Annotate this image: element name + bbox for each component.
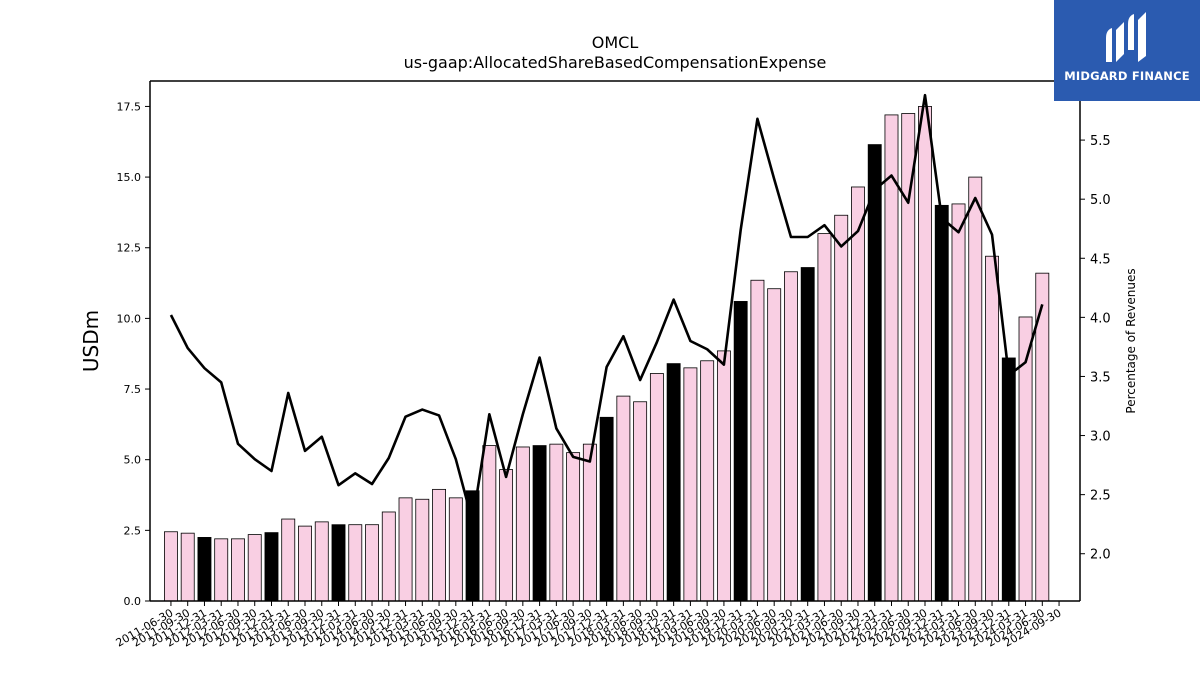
bar bbox=[666, 363, 681, 602]
bar bbox=[918, 106, 932, 602]
bar bbox=[884, 114, 899, 602]
chart-title: OMCL bbox=[592, 33, 639, 52]
y-tick-label: 17.5 bbox=[117, 100, 142, 113]
bar bbox=[633, 401, 648, 602]
bar bbox=[314, 521, 329, 602]
y-tick-label: 0.0 bbox=[124, 595, 142, 608]
bar bbox=[247, 534, 262, 602]
brand-name: MIDGARD FINANCE bbox=[1064, 69, 1190, 83]
bar bbox=[448, 497, 463, 602]
y2-tick-label: 5.0 bbox=[1090, 193, 1111, 208]
midgard-logo-icon bbox=[1106, 12, 1146, 62]
bar bbox=[951, 203, 966, 602]
bar bbox=[398, 497, 413, 602]
y-axis-label: USDm bbox=[79, 310, 103, 372]
bar bbox=[365, 524, 379, 602]
bar bbox=[716, 350, 731, 602]
y-tick-label: 12.5 bbox=[117, 242, 142, 255]
bar bbox=[700, 360, 715, 602]
y-tick-label: 2.5 bbox=[124, 524, 142, 537]
bar bbox=[968, 176, 983, 602]
y2-tick-label: 3.5 bbox=[1090, 370, 1111, 385]
bar bbox=[214, 538, 229, 602]
y2-tick-label: 4.5 bbox=[1090, 252, 1111, 267]
y2-tick-label: 4.0 bbox=[1090, 311, 1111, 326]
bars-layer bbox=[164, 106, 1050, 602]
bar bbox=[348, 524, 363, 602]
bar bbox=[599, 416, 614, 602]
y2-tick-label: 2.5 bbox=[1090, 489, 1111, 504]
bar bbox=[515, 446, 530, 602]
bar bbox=[582, 443, 597, 602]
bar bbox=[180, 532, 195, 602]
bar bbox=[549, 443, 564, 602]
bar bbox=[985, 255, 999, 602]
bar bbox=[817, 233, 832, 602]
axes-layer: 0.0 2.5 5.0 7.5 10.0 12.5 15.0 17.5 2.0 2.5 3.0 3.5… bbox=[114, 80, 1111, 650]
bar bbox=[482, 445, 497, 602]
bar bbox=[532, 445, 547, 602]
chart-subtitle: us-gaap:AllocatedShareBasedCompensationE… bbox=[404, 53, 827, 72]
bar bbox=[683, 367, 698, 602]
bar bbox=[800, 267, 815, 602]
bar bbox=[197, 537, 212, 602]
y-tick-label: 10.0 bbox=[117, 312, 142, 325]
bar bbox=[432, 488, 446, 602]
y2-tick-label: 2.0 bbox=[1090, 548, 1111, 563]
bar bbox=[331, 524, 346, 602]
bar bbox=[834, 214, 849, 602]
y-tick-label: 5.0 bbox=[124, 454, 142, 467]
bar bbox=[901, 113, 916, 602]
bar bbox=[733, 301, 748, 602]
bar bbox=[767, 288, 782, 602]
y2-tick-label: 5.5 bbox=[1090, 134, 1111, 149]
bar bbox=[499, 469, 514, 602]
y-tick-label: 15.0 bbox=[117, 171, 142, 184]
y-tick-label: 7.5 bbox=[124, 383, 142, 396]
bar bbox=[164, 531, 178, 602]
bar bbox=[616, 395, 631, 602]
bar bbox=[867, 144, 882, 602]
bar bbox=[649, 373, 664, 602]
bar bbox=[934, 204, 949, 602]
bar bbox=[784, 271, 798, 602]
bar bbox=[231, 538, 245, 602]
series-line bbox=[169, 93, 1044, 524]
bar bbox=[381, 511, 396, 602]
bar bbox=[750, 279, 765, 602]
bar bbox=[264, 532, 279, 602]
bar bbox=[415, 498, 430, 602]
line-layer bbox=[169, 93, 1044, 524]
y2-tick-label: 3.0 bbox=[1090, 430, 1111, 445]
y2-axis-label: Percentage of Revenues bbox=[1124, 268, 1138, 413]
bar bbox=[281, 518, 296, 602]
brand-logo: MIDGARD FINANCE bbox=[1054, 0, 1200, 101]
bar bbox=[566, 452, 581, 602]
bar bbox=[851, 186, 865, 602]
bar bbox=[298, 525, 312, 602]
bar bbox=[1001, 357, 1016, 602]
